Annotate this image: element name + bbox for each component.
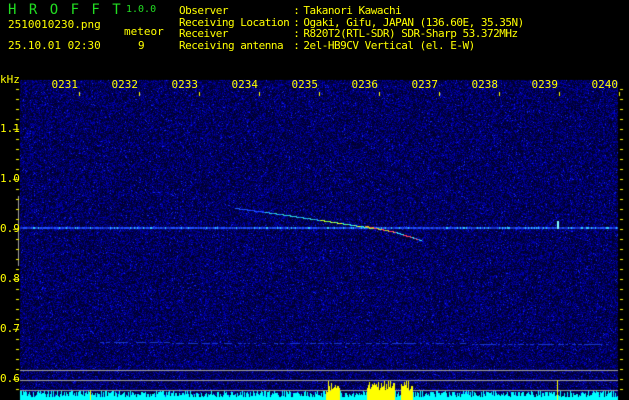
info-sep: : (293, 4, 300, 17)
y-tick-label: 1.0 (0, 172, 20, 185)
x-tick-label: 0231 (51, 78, 79, 91)
x-tick-label: 0234 (231, 78, 259, 91)
x-tick-label: 0239 (531, 78, 559, 91)
info-label: Receiving Location (179, 15, 290, 29)
info-label: Receiving antenna (179, 38, 284, 52)
info-label: Receiver (179, 27, 228, 40)
station-info: Observer : Takanori Kawachi Receiving Lo… (179, 5, 524, 51)
y-tick-label: 0.9 (0, 222, 20, 235)
meteor-label: meteor (124, 25, 164, 38)
info-sep: : (293, 27, 300, 40)
x-tick-label: 0238 (471, 78, 499, 91)
info-sep: : (293, 38, 300, 52)
x-tick-label: 0233 (171, 78, 199, 91)
x-tick-label: 0236 (351, 78, 379, 91)
y-tick-label: 0.7 (0, 322, 20, 335)
filename: 2510010230.png (8, 18, 101, 31)
info-sep: : (293, 15, 300, 29)
app-logo: H R O F F T (8, 2, 123, 18)
observer-value: Takanori Kawachi (303, 4, 402, 17)
antenna-value: 2el-HB9CV Vertical (el. E-W) (303, 38, 475, 52)
x-tick-label: 0235 (291, 78, 319, 91)
location-value: Ogaki, Gifu, JAPAN (136.60E, 35.35N) (303, 15, 524, 29)
receiver-value: R820T2(RTL-SDR) SDR-Sharp 53.372MHz (303, 27, 518, 40)
x-tick-label: 0232 (111, 78, 139, 91)
y-tick-label: 0.8 (0, 272, 20, 285)
x-tick-label: 0240 (591, 78, 619, 91)
meteor-count: 9 (138, 39, 145, 52)
x-tick-label: 0237 (411, 78, 439, 91)
info-label: Observer (179, 4, 228, 17)
datetime: 25.10.01 02:30 (8, 39, 101, 52)
y-tick-label: 1.1 (0, 122, 20, 135)
app-version: 1.0.0 (126, 4, 157, 15)
y-tick-label: 0.6 (0, 372, 20, 385)
y-axis-label: kHz (0, 73, 20, 86)
